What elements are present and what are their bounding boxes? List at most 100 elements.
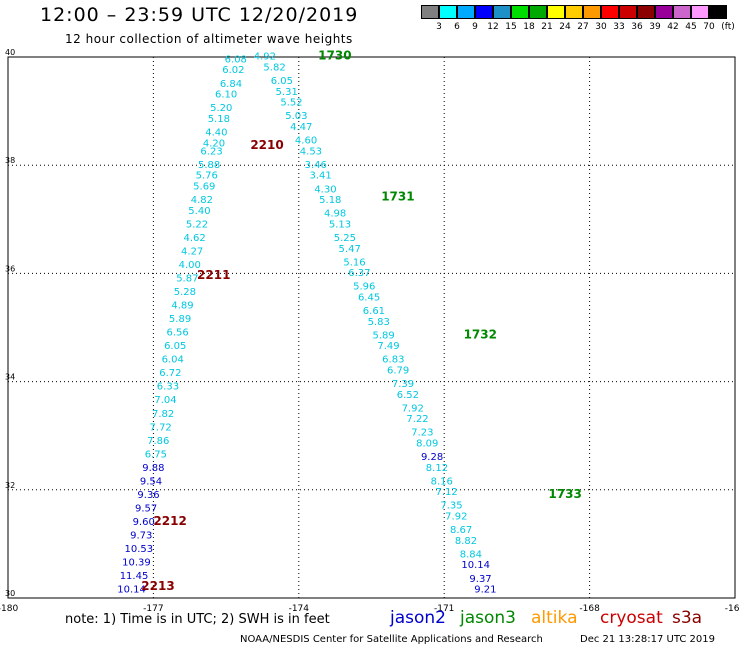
- pass-time-label: 2212: [153, 514, 186, 528]
- swh-value: 6.08: [225, 54, 247, 65]
- swh-value: 10.14: [461, 560, 490, 571]
- swh-value: 4.98: [324, 209, 346, 220]
- x-tick-label: -165: [725, 604, 740, 614]
- swh-value: 5.96: [353, 282, 375, 293]
- scale-swatch: [619, 5, 637, 19]
- swh-value: 6.75: [145, 449, 167, 460]
- scale-label: 70: [703, 22, 715, 32]
- scale-label: 42: [667, 22, 679, 32]
- y-tick-label: 38: [5, 156, 15, 165]
- scale-swatch: [565, 5, 583, 19]
- page-title: 12:00 – 23:59 UTC 12/20/2019: [40, 4, 359, 26]
- swh-value: 5.87: [176, 274, 198, 285]
- swh-value: 3.41: [309, 171, 331, 182]
- scale-swatch: [457, 5, 475, 19]
- swh-value: 8.67: [450, 525, 472, 536]
- x-tick-label: -171: [434, 604, 454, 614]
- swh-value: 7.12: [435, 487, 457, 498]
- scale-swatch: [637, 5, 655, 19]
- swh-value: 6.56: [167, 328, 189, 339]
- swh-value: 7.92: [445, 512, 467, 523]
- swh-value: 8.09: [416, 439, 438, 450]
- scale-swatch: [421, 5, 439, 19]
- scale-label: 33: [613, 22, 625, 32]
- swh-value: 7.23: [411, 428, 433, 439]
- swh-value: 5.82: [263, 63, 285, 74]
- scale-swatch: [673, 5, 691, 19]
- swh-value: 5.03: [285, 111, 307, 122]
- scale-label: 39: [649, 22, 661, 32]
- swh-value: 4.62: [183, 233, 205, 244]
- footer-note: note: 1) Time is in UTC; 2) SWH is in fe…: [65, 612, 330, 627]
- swh-value: 9.60: [133, 517, 155, 528]
- swh-value: 7.49: [377, 341, 399, 352]
- swh-value: 5.28: [174, 287, 196, 298]
- y-tick-label: 40: [5, 48, 15, 57]
- footer-credit: NOAA/NESDIS Center for Satellite Applica…: [240, 634, 543, 645]
- swh-value: 9.21: [474, 585, 496, 596]
- swh-value: 9.54: [140, 476, 162, 487]
- swh-value: 5.18: [208, 114, 230, 125]
- y-tick-label: 30: [5, 589, 15, 598]
- swh-value: 4.53: [300, 146, 322, 157]
- swh-value: 5.76: [196, 171, 218, 182]
- swh-value: 4.00: [179, 260, 201, 271]
- pass-time-label: 1731: [381, 189, 414, 203]
- swh-value: 9.36: [137, 490, 159, 501]
- swh-value: 7.72: [150, 422, 172, 433]
- scale-swatch: [547, 5, 565, 19]
- scale-swatch: [493, 5, 511, 19]
- swh-value: 5.31: [276, 87, 298, 98]
- swh-value: 6.10: [215, 90, 237, 101]
- swh-value: 7.92: [402, 403, 424, 414]
- swh-value: 5.20: [210, 103, 232, 114]
- x-tick-label: -180: [0, 604, 18, 614]
- swh-value: 4.40: [205, 127, 227, 138]
- scale-label: (ft): [721, 22, 735, 32]
- scale-label: 27: [577, 22, 589, 32]
- map-frame: [7, 56, 736, 599]
- scale-label: 18: [523, 22, 535, 32]
- swh-value: 9.37: [469, 574, 491, 585]
- swh-value: 9.57: [135, 503, 157, 514]
- swh-value: 5.25: [334, 233, 356, 244]
- legend-s3a: s3a: [672, 608, 703, 628]
- swh-value: 10.14: [117, 585, 146, 596]
- swh-value: 4.82: [191, 195, 213, 206]
- swh-value: 6.04: [162, 355, 184, 366]
- swh-value: 6.37: [348, 268, 370, 279]
- swh-value: 5.16: [343, 257, 365, 268]
- pass-time-label: 1733: [548, 487, 581, 501]
- scale-label: 45: [685, 22, 697, 32]
- swh-value: 7.86: [147, 436, 169, 447]
- swh-value: 4.20: [203, 138, 225, 149]
- swh-value: 4.27: [181, 246, 203, 257]
- swh-value: 8.16: [431, 476, 453, 487]
- swh-value: 5.47: [339, 244, 361, 255]
- scale-label: 6: [454, 22, 460, 32]
- swh-value: 6.05: [271, 76, 293, 87]
- swh-value: 6.52: [397, 390, 419, 401]
- swh-value: 6.72: [159, 368, 181, 379]
- swh-value: 4.89: [171, 301, 193, 312]
- swh-value: 3.46: [305, 160, 327, 171]
- scale-swatch: [475, 5, 493, 19]
- swh-value: 5.13: [329, 219, 351, 230]
- swh-value: 4.30: [314, 184, 336, 195]
- legend-jason2: jason2: [390, 608, 446, 628]
- pass-time-label: 2213: [141, 579, 174, 593]
- legend-altika: altika: [531, 608, 578, 628]
- swh-value: 5.89: [372, 330, 394, 341]
- y-tick-label: 32: [5, 481, 15, 490]
- swh-value: 7.82: [152, 409, 174, 420]
- swh-value: 6.23: [200, 146, 222, 157]
- swh-value: 9.28: [421, 452, 443, 463]
- swh-value: 6.45: [358, 292, 380, 303]
- swh-value: 9.73: [130, 530, 152, 541]
- scale-swatch: [529, 5, 547, 19]
- scale-label: 21: [541, 22, 553, 32]
- swh-value: 8.12: [426, 463, 448, 474]
- swh-value: 6.83: [382, 355, 404, 366]
- swh-value: 11.45: [120, 571, 149, 582]
